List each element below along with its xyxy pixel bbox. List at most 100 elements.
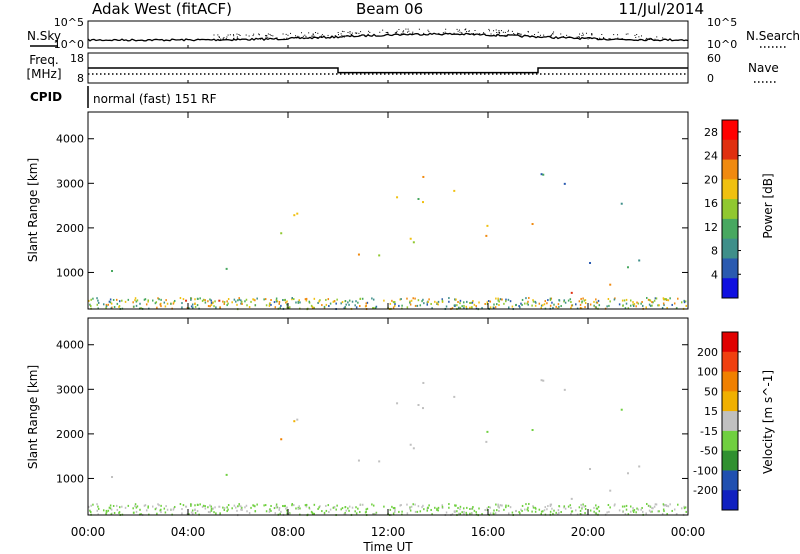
velocity-echo	[238, 503, 240, 506]
velocity-echo	[254, 510, 257, 513]
velocity-echo	[493, 509, 495, 512]
colorbar-tick-label: 24	[704, 150, 718, 163]
power-echo	[111, 270, 114, 273]
velocity-echo	[596, 507, 599, 510]
power-echo	[392, 306, 395, 309]
velocity-echo	[280, 510, 282, 513]
noise-search-point	[320, 35, 322, 37]
velocity-echo	[145, 509, 148, 512]
power-echo	[109, 298, 112, 301]
power-echo	[132, 301, 134, 304]
noise-search-point	[386, 32, 388, 34]
velocity-echo	[575, 509, 577, 512]
velocity-echo	[366, 507, 369, 510]
noise-right-tick-top: 10^5	[707, 16, 737, 29]
power-echo	[191, 303, 194, 306]
noise-search-point	[265, 36, 267, 38]
power-echo	[412, 241, 415, 244]
power-echo	[624, 307, 627, 310]
noise-search-point	[495, 29, 497, 31]
power-echo	[597, 299, 600, 302]
velocity-echo	[409, 507, 411, 510]
power-echo	[437, 303, 439, 306]
velocity-echo	[293, 420, 296, 423]
noise-search-point	[369, 31, 371, 33]
power-echo	[509, 300, 512, 303]
velocity-echo	[584, 508, 587, 511]
velocity-echo	[472, 506, 474, 509]
power-echo	[275, 297, 278, 300]
noise-search-point	[640, 35, 642, 37]
noise-search-point	[308, 37, 310, 39]
velocity-echo	[233, 504, 236, 507]
power-echo	[201, 299, 204, 302]
noise-search-point	[271, 37, 273, 39]
velocity-echo	[240, 505, 242, 508]
power-echo	[400, 298, 402, 301]
velocity-echo	[481, 513, 483, 516]
noise-search-point	[290, 32, 292, 34]
velocity-echo	[412, 503, 414, 506]
power-echo	[503, 302, 505, 305]
power-echo	[459, 302, 461, 305]
power-echo	[647, 298, 650, 301]
power-echo	[152, 299, 154, 302]
power-echo	[445, 305, 448, 308]
velocity-echo	[461, 511, 463, 514]
power-echo	[291, 298, 293, 301]
velocity-echo	[127, 504, 130, 507]
noise-search-point	[286, 37, 288, 39]
velocity-echo	[627, 513, 630, 516]
noise-search-point	[213, 34, 215, 36]
velocity-echo	[325, 509, 328, 512]
power-echo	[632, 304, 635, 307]
power-echo	[593, 300, 595, 303]
power-echo	[344, 300, 347, 303]
velocity-echo	[286, 509, 288, 512]
power-echo	[115, 298, 118, 301]
noise-search-point	[226, 36, 228, 38]
power-echo	[421, 300, 423, 303]
power-echo	[344, 305, 346, 308]
velocity-echo	[626, 472, 629, 475]
velocity-echo	[567, 505, 570, 508]
power-echo	[285, 301, 287, 304]
velocity-echo	[434, 506, 436, 509]
power-echo	[140, 307, 142, 310]
power-echo	[579, 303, 582, 306]
power-echo	[667, 299, 670, 302]
power-echo	[552, 306, 554, 309]
power-echo	[173, 299, 176, 302]
noise-search-point	[236, 33, 238, 35]
freq-trace	[88, 67, 688, 75]
noise-search-point	[394, 32, 396, 34]
velocity-echo	[143, 504, 146, 507]
velocity-echo	[112, 504, 115, 507]
power-echo	[154, 302, 157, 305]
power-echo	[582, 297, 584, 300]
velocity-echo	[152, 505, 154, 508]
power-echo	[437, 300, 440, 303]
velocity-echo	[355, 506, 357, 509]
power-echo	[304, 298, 307, 301]
velocity-echo	[172, 508, 175, 511]
velocity-echo	[400, 504, 402, 507]
noise-search-point	[600, 38, 602, 40]
velocity-echo	[542, 510, 544, 513]
power-echo	[589, 303, 592, 306]
noise-search-point	[351, 34, 353, 36]
power-echo	[595, 301, 598, 304]
velocity-echo	[241, 508, 243, 511]
velocity-echo	[597, 505, 600, 508]
noise-search-point	[295, 37, 297, 39]
noise-search-point	[613, 34, 615, 36]
power-echo	[463, 304, 465, 307]
power-echo	[254, 304, 257, 307]
power-echo	[625, 298, 628, 301]
velocity-echo	[505, 504, 507, 507]
power-echo	[632, 301, 634, 304]
power-echo	[434, 300, 436, 303]
velocity-echo	[614, 503, 616, 506]
velocity-echo	[392, 507, 395, 510]
noise-search-point	[534, 36, 536, 38]
